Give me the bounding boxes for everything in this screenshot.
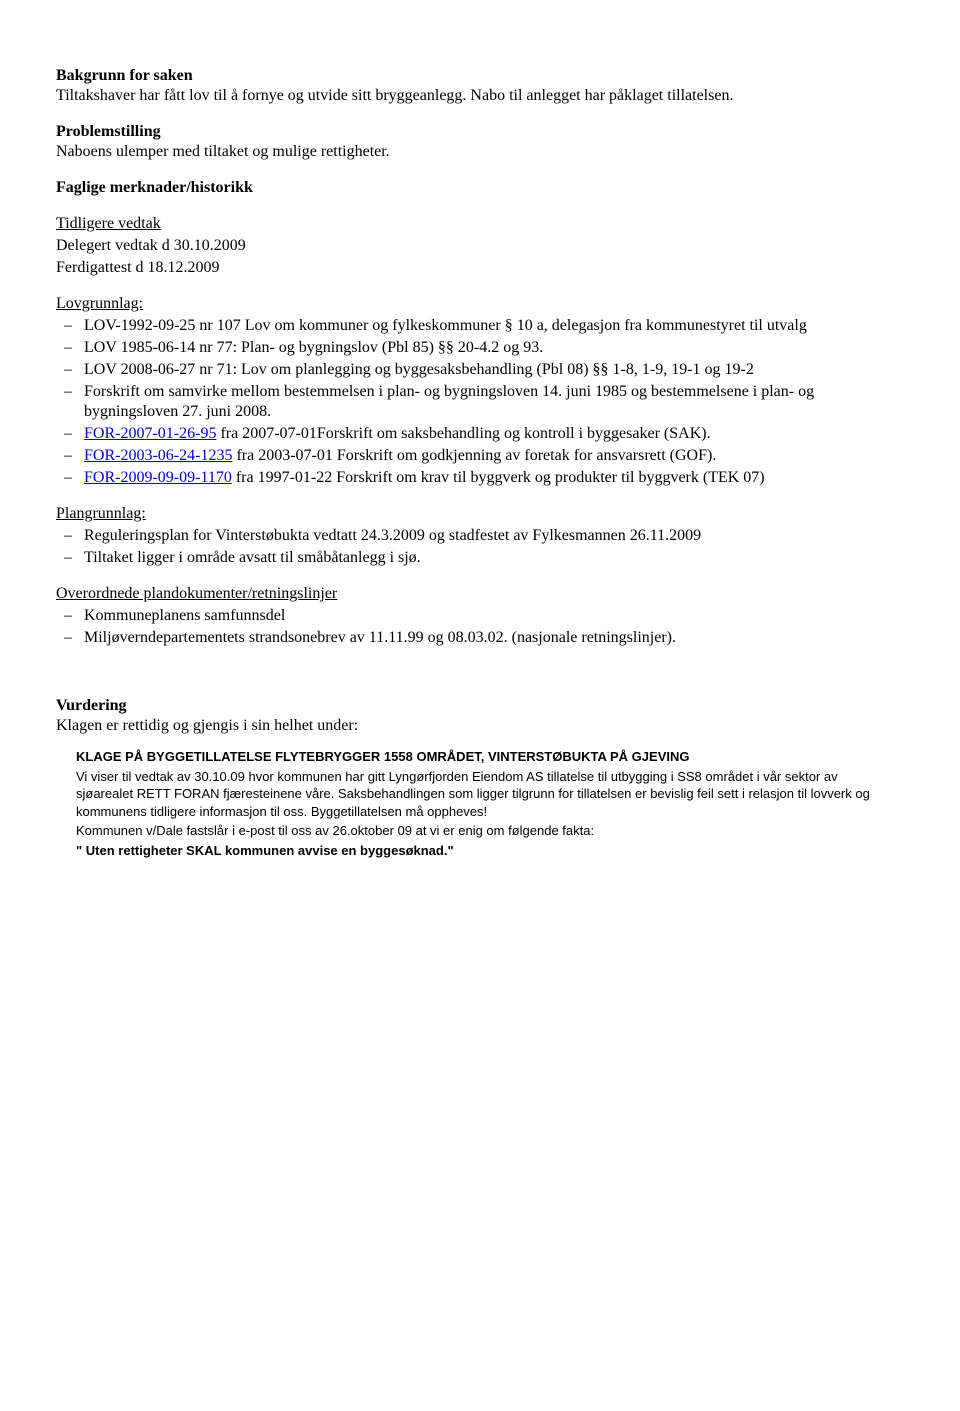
list-item: FOR-2003-06-24-1235 fra 2003-07-01 Forsk…: [84, 446, 904, 466]
list-item-text: fra 1997-01-22 Forskrift om krav til byg…: [232, 469, 765, 486]
list-item: Reguleringsplan for Vinterstøbukta vedta…: [84, 526, 904, 546]
heading-bakgrunn: Bakgrunn for saken: [56, 66, 904, 86]
list-item: Miljøverndepartementets strandsonebrev a…: [84, 628, 904, 648]
plangrunnlag-label: Plangrunnlag:: [56, 504, 904, 524]
heading-vurdering: Vurdering: [56, 696, 904, 716]
klage-p1: Vi viser til vedtak av 30.10.09 hvor kom…: [76, 768, 894, 821]
list-item-text: fra 2007-07-01Forskrift om saksbehandlin…: [216, 425, 710, 442]
bakgrunn-body: Tiltakshaver har fått lov til å fornye o…: [56, 86, 904, 106]
lovgrunnlag-label: Lovgrunnlag:: [56, 294, 904, 314]
list-item: Forskrift om samvirke mellom bestemmelse…: [84, 382, 904, 422]
list-item: FOR-2007-01-26-95 fra 2007-07-01Forskrif…: [84, 424, 904, 444]
vurdering-intro: Klagen er rettidig og gjengis i sin helh…: [56, 716, 904, 736]
list-item: LOV 2008-06-27 nr 71: Lov om planlegging…: [84, 360, 904, 380]
klage-block: KLAGE PÅ BYGGETILLATELSE FLYTEBRYGGER 15…: [76, 748, 894, 859]
klage-title: KLAGE PÅ BYGGETILLATELSE FLYTEBRYGGER 15…: [76, 748, 894, 766]
list-item: FOR-2009-09-09-1170 fra 1997-01-22 Forsk…: [84, 468, 904, 488]
problemstilling-body: Naboens ulemper med tiltaket og mulige r…: [56, 142, 904, 162]
list-item: Kommuneplanens samfunnsdel: [84, 606, 904, 626]
delegert-vedtak: Delegert vedtak d 30.10.2009: [56, 236, 904, 256]
ferdigattest: Ferdigattest d 18.12.2009: [56, 258, 904, 278]
plangrunnlag-list: Reguleringsplan for Vinterstøbukta vedta…: [56, 526, 904, 568]
klage-p2: Kommunen v/Dale fastslår i e-post til os…: [76, 822, 894, 840]
tidligere-vedtak-label: Tidligere vedtak: [56, 214, 904, 234]
list-item: LOV 1985-06-14 nr 77: Plan- og bygningsl…: [84, 338, 904, 358]
heading-faglige: Faglige merknader/historikk: [56, 178, 904, 198]
list-item-text: fra 2003-07-01 Forskrift om godkjenning …: [232, 447, 716, 464]
for-2007-link[interactable]: FOR-2007-01-26-95: [84, 425, 216, 442]
list-item: LOV-1992-09-25 nr 107 Lov om kommuner og…: [84, 316, 904, 336]
list-item: Tiltaket ligger i område avsatt til småb…: [84, 548, 904, 568]
klage-quote: " Uten rettigheter SKAL kommunen avvise …: [76, 842, 894, 860]
overordnede-label: Overordnede plandokumenter/retningslinje…: [56, 584, 904, 604]
lovgrunnlag-list: LOV-1992-09-25 nr 107 Lov om kommuner og…: [56, 316, 904, 488]
for-2009-link[interactable]: FOR-2009-09-09-1170: [84, 469, 232, 486]
heading-problemstilling: Problemstilling: [56, 122, 904, 142]
overordnede-list: Kommuneplanens samfunnsdel Miljøverndepa…: [56, 606, 904, 648]
for-2003-link[interactable]: FOR-2003-06-24-1235: [84, 447, 232, 464]
